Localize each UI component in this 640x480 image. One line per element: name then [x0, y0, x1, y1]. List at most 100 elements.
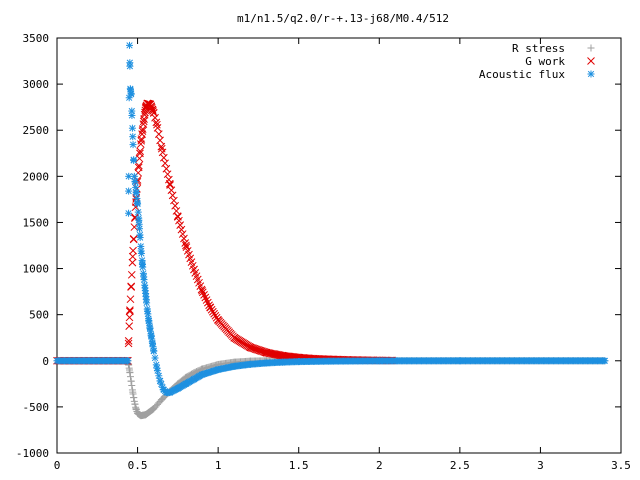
axis-ticks: 0 0.5 1 1.5 2 2.5 3 3.5 -1000 -500 0 500 1000 1500 200… [16, 32, 631, 472]
data-point [206, 303, 215, 312]
x-tick-label: 2.5 [450, 459, 470, 472]
data-point [149, 107, 157, 115]
data-point [137, 136, 146, 145]
data-point [129, 133, 137, 141]
x-tick-label: 3 [537, 459, 544, 472]
data-point [128, 111, 136, 119]
data-point [127, 282, 136, 291]
data-point [136, 149, 144, 158]
data-point [131, 178, 139, 186]
data-point [127, 377, 135, 385]
data-point [149, 109, 158, 117]
data-point [177, 225, 186, 234]
data-point [125, 172, 133, 180]
chart-title: m1/n1.5/q2.0/r-+.13-j68/M0.4/512 [237, 12, 449, 25]
y-tick-label: 500 [29, 309, 49, 322]
data-point [128, 252, 137, 261]
data-point [127, 270, 136, 279]
data-point [126, 41, 134, 49]
data-point [139, 263, 147, 271]
x-tick-label: 3.5 [611, 459, 631, 472]
series-r-stress [53, 357, 609, 420]
data-point [151, 113, 159, 122]
data-point [130, 394, 138, 402]
data-point [130, 156, 138, 164]
data-point [180, 234, 188, 243]
data-point [126, 369, 134, 377]
data-point [156, 136, 164, 145]
x-tick-label: 2 [376, 459, 383, 472]
legend-marker [587, 70, 595, 78]
legend-label: G work [525, 55, 565, 68]
data-marks [53, 41, 609, 420]
data-point [127, 90, 135, 98]
data-point [128, 258, 137, 267]
data-point [202, 296, 211, 304]
data-point [200, 291, 208, 299]
plot-area [56, 37, 622, 454]
data-point [171, 201, 180, 210]
data-point [125, 307, 134, 316]
legend-marker [587, 44, 595, 52]
legend-label: Acoustic flux [479, 68, 565, 81]
data-point [128, 124, 136, 132]
data-point [166, 181, 174, 189]
data-point [182, 241, 190, 250]
data-point [203, 298, 212, 307]
data-point [175, 216, 183, 225]
data-point [126, 373, 134, 381]
data-point [124, 339, 133, 348]
data-point [139, 117, 148, 126]
data-point [210, 309, 218, 318]
data-point [126, 62, 134, 70]
data-point [129, 390, 137, 398]
data-point [167, 186, 176, 195]
data-point [168, 191, 177, 200]
data-point [126, 295, 135, 304]
x-tick-label: 0.5 [128, 459, 148, 472]
series-acoustic-flux [53, 41, 609, 397]
data-point [198, 288, 207, 297]
data-point [132, 189, 140, 197]
data-point [126, 306, 134, 314]
data-point [198, 286, 206, 295]
data-point [154, 130, 163, 138]
data-point [211, 311, 220, 320]
data-point [178, 230, 187, 238]
data-point [124, 336, 133, 345]
data-point [151, 354, 159, 362]
y-tick-label: 2500 [23, 124, 50, 137]
data-point [134, 208, 142, 216]
data-point [181, 239, 190, 247]
data-point [150, 347, 158, 355]
data-point [143, 299, 151, 307]
data-point [134, 163, 143, 172]
data-point [201, 293, 210, 302]
y-tick-label: 1500 [23, 216, 50, 229]
data-point [140, 276, 148, 284]
data-point [138, 127, 147, 135]
data-point [134, 200, 142, 208]
data-point [153, 120, 161, 129]
data-point [212, 313, 221, 322]
data-point [209, 307, 217, 316]
data-point [172, 207, 181, 215]
data-point [136, 234, 144, 242]
legend-marker [587, 57, 595, 65]
y-tick-label: -1000 [16, 447, 49, 460]
data-point [154, 367, 162, 375]
data-point [136, 147, 145, 156]
data-point [601, 357, 609, 365]
x-tick-label: 0 [54, 459, 61, 472]
y-tick-label: 0 [42, 355, 49, 368]
data-point [125, 313, 134, 322]
data-point [205, 301, 213, 310]
data-point [129, 235, 138, 243]
x-tick-label: 1 [215, 459, 222, 472]
y-tick-label: 3500 [23, 32, 50, 45]
data-point [129, 246, 137, 255]
data-point [129, 141, 137, 149]
data-point [153, 124, 162, 132]
